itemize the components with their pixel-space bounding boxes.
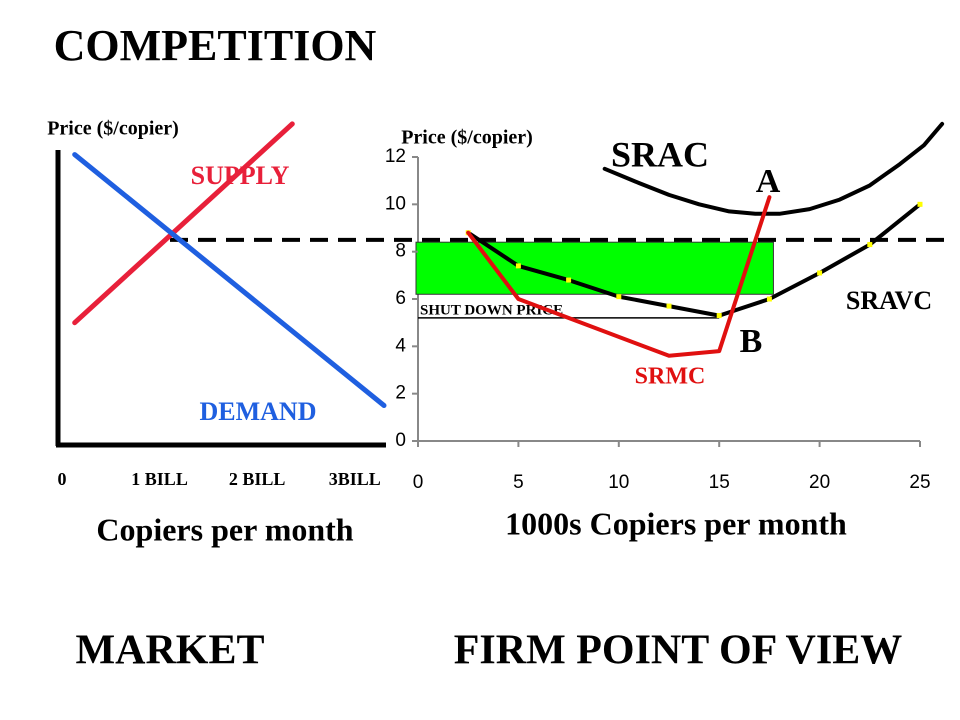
series-line (466, 202, 922, 318)
marker (867, 242, 873, 248)
y-tick-label: 2 (395, 383, 406, 404)
x-tick-label: 1 BILL (131, 469, 188, 489)
slide-title: COMPETITION (54, 21, 377, 70)
y-tick-label: 6 (395, 288, 406, 309)
x-tick-label: 0 (413, 472, 424, 493)
y-tick-label: 4 (395, 335, 406, 356)
shutdown-label: SHUT DOWN PRICE (420, 302, 563, 318)
y-tick-label: 10 (385, 193, 406, 214)
marker (616, 294, 622, 300)
series-line (72, 152, 387, 408)
y-tick-label: 8 (395, 241, 406, 262)
chart-title: MARKET (76, 628, 265, 674)
series-label: SUPPLY (191, 161, 290, 190)
series-line (72, 121, 295, 326)
chart-title: FIRM POINT OF VIEW (454, 628, 902, 674)
annotation: B (740, 323, 763, 360)
marker (666, 303, 672, 309)
x-tick-label: 5 (513, 472, 524, 493)
marker (817, 270, 823, 276)
marker (917, 201, 923, 207)
series-label: DEMAND (200, 397, 317, 426)
x-tick-label: 3BILL (329, 469, 381, 489)
y-tick-label: 0 (395, 430, 406, 451)
x-tick-label: 15 (709, 472, 730, 493)
marker (566, 277, 572, 283)
series-label: SRMC (635, 364, 706, 390)
x-axis-label: Copiers per month (96, 511, 353, 547)
x-tick-label: 2 BILL (229, 469, 286, 489)
marker (515, 263, 521, 269)
y-axis-label: Price ($/copier) (401, 127, 533, 149)
marker (716, 313, 722, 319)
x-tick-label: 20 (809, 472, 830, 493)
series-line (602, 121, 945, 216)
x-tick-label: 0 (58, 469, 67, 489)
series-line (466, 195, 772, 358)
x-tick-label: 10 (608, 472, 629, 493)
x-tick-label: 25 (909, 472, 930, 493)
annotation: A (756, 163, 781, 200)
y-axis-label: Price ($/copier) (47, 118, 179, 140)
series-label: SRAC (611, 134, 709, 174)
shaded-region (415, 241, 774, 295)
y-tick-label: 12 (385, 146, 406, 167)
marker (766, 296, 772, 302)
x-axis-label: 1000s Copiers per month (505, 505, 847, 541)
series-label: SRAVC (846, 286, 932, 315)
